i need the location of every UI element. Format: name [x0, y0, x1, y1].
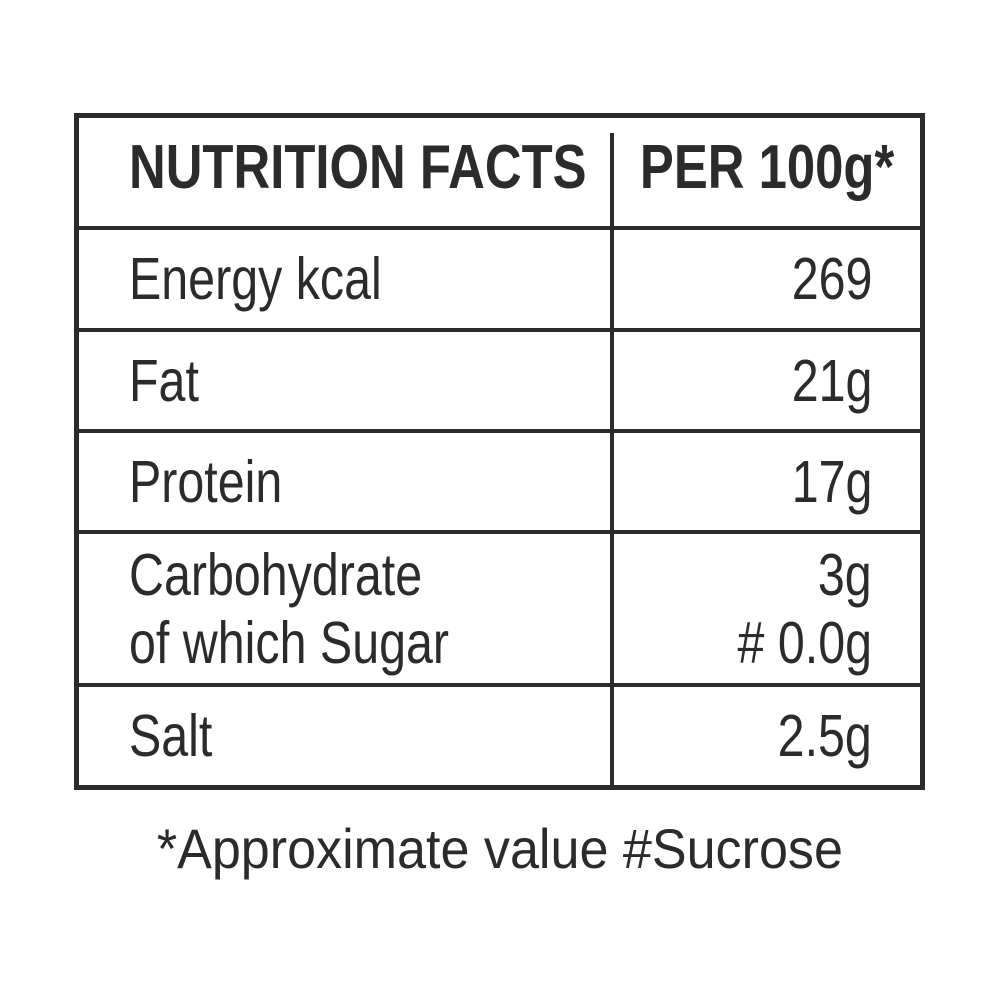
row-carbohydrate-value-cell: 3g # 0.0g: [610, 530, 920, 683]
row-fat-value-cell: 21g: [610, 328, 920, 429]
carbohydrate-sugar-value: # 0.0g: [737, 609, 872, 676]
row-fat-label-cell: Fat: [79, 328, 610, 429]
carbohydrate-value: 3g: [818, 541, 872, 608]
protein-value: 17g: [791, 448, 872, 515]
table-title: NUTRITION FACTS: [129, 132, 587, 202]
row-energy-value-cell: 269: [610, 226, 920, 328]
carbohydrate-label: Carbohydrate: [129, 541, 423, 608]
header-serving-cell: PER 100g*: [610, 118, 920, 226]
protein-label: Protein: [129, 448, 283, 515]
salt-label: Salt: [129, 703, 213, 769]
footnote: *Approximate value #Sucrose: [0, 816, 1000, 881]
serving-column-label: PER 100g*: [639, 132, 895, 202]
nutrition-facts-table: NUTRITION FACTS PER 100g* Energy kcal 26…: [74, 113, 925, 790]
energy-label: Energy kcal: [129, 246, 382, 312]
salt-value: 2.5g: [777, 703, 872, 769]
energy-value: 269: [791, 246, 872, 312]
row-protein-value-cell: 17g: [610, 429, 920, 530]
row-protein-label-cell: Protein: [79, 429, 610, 530]
row-carbohydrate-label-cell: Carbohydrate of which Sugar: [79, 530, 610, 683]
carbohydrate-sugar-label: of which Sugar: [129, 609, 450, 676]
row-salt-value-cell: 2.5g: [610, 683, 920, 785]
row-salt-label-cell: Salt: [79, 683, 610, 785]
header-name-cell: NUTRITION FACTS: [79, 118, 610, 226]
fat-value: 21g: [791, 347, 872, 414]
footnote-text: *Approximate value #Sucrose: [156, 817, 844, 880]
row-energy-label-cell: Energy kcal: [79, 226, 610, 328]
fat-label: Fat: [129, 347, 199, 414]
